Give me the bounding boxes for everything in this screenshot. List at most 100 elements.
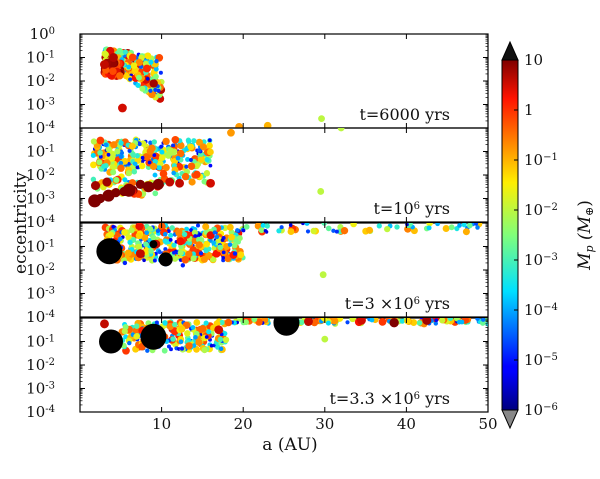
data-point <box>176 149 185 158</box>
data-point <box>142 258 146 263</box>
data-point <box>212 230 217 235</box>
data-point <box>350 223 357 228</box>
data-point <box>319 271 327 279</box>
data-point <box>168 232 174 238</box>
data-point <box>325 225 332 232</box>
data-point <box>228 229 235 236</box>
data-point <box>457 223 462 228</box>
time-label-part: t=3.3 ×10 <box>330 389 414 408</box>
planet-point <box>158 252 173 267</box>
data-point <box>220 238 225 242</box>
data-point <box>186 139 192 145</box>
panel-2: 10-110-210-310-4t=106 yrs <box>26 127 489 231</box>
data-point <box>175 229 183 237</box>
data-point <box>158 154 166 161</box>
data-point <box>144 230 150 236</box>
data-point <box>241 228 246 233</box>
data-point <box>439 318 446 324</box>
colorbar-tick-label-part: 10 <box>524 301 543 319</box>
data-point <box>185 250 193 258</box>
data-point <box>127 340 132 346</box>
y-tick-label-part: 10 <box>26 119 45 137</box>
data-point <box>279 225 284 230</box>
data-point <box>143 64 151 73</box>
time-label-part: t=6000 yrs <box>359 105 450 124</box>
y-tick-label-part: -4 <box>45 214 55 225</box>
data-point <box>175 155 181 161</box>
data-point <box>185 157 190 162</box>
data-point <box>117 164 125 172</box>
data-point <box>116 72 124 80</box>
data-point <box>153 87 158 92</box>
data-point <box>156 88 161 93</box>
data-point <box>181 256 190 264</box>
data-point <box>166 150 173 157</box>
y-tick-label-part: 10 <box>26 238 45 256</box>
data-point <box>422 318 432 325</box>
data-point <box>243 319 249 326</box>
y-tick-label-part: -1 <box>45 143 55 154</box>
data-point <box>187 143 195 151</box>
y-tick-label: 10-3 <box>26 285 55 303</box>
data-point <box>152 158 158 165</box>
data-point <box>113 177 120 183</box>
data-point <box>135 232 143 240</box>
data-point <box>171 143 176 148</box>
data-point <box>143 241 149 248</box>
data-point <box>133 323 140 329</box>
data-point <box>155 228 161 234</box>
data-point <box>128 142 136 150</box>
data-point <box>206 329 212 335</box>
data-point <box>168 238 173 242</box>
data-point <box>157 160 164 167</box>
data-point <box>321 335 329 343</box>
data-point <box>227 128 235 137</box>
y-tick-label-part: 10 <box>26 213 45 231</box>
data-point <box>195 223 201 228</box>
data-point <box>150 162 158 171</box>
data-point <box>331 228 336 233</box>
time-label-part: 6 <box>414 201 420 212</box>
data-point <box>133 333 140 340</box>
y-tick-label-part: 10 <box>26 380 45 398</box>
data-point <box>226 223 234 231</box>
data-point <box>349 318 357 323</box>
data-point <box>178 339 184 345</box>
data-point <box>203 170 211 177</box>
data-point <box>263 228 268 233</box>
data-point <box>211 240 217 246</box>
planet-point <box>152 178 164 190</box>
data-point <box>345 320 350 325</box>
data-point <box>208 238 213 243</box>
colorbar-label-text-part: ⊕ <box>583 207 596 216</box>
data-point <box>221 250 226 255</box>
data-point <box>177 141 185 150</box>
data-point <box>180 263 186 268</box>
data-point <box>325 320 331 326</box>
data-point <box>128 53 137 62</box>
y-tick-label-part: 10 <box>26 166 45 184</box>
data-point <box>97 149 103 156</box>
y-tick-label-part: -2 <box>45 262 55 273</box>
data-point <box>130 62 138 69</box>
data-point <box>90 138 97 145</box>
data-point <box>171 242 177 248</box>
data-point <box>145 348 150 353</box>
data-point <box>222 336 230 343</box>
y-tick-label: 10-2 <box>26 261 55 279</box>
y-tick-label: 10-3 <box>26 380 55 398</box>
data-point <box>100 319 109 329</box>
data-point <box>190 255 197 262</box>
data-point <box>163 247 168 252</box>
data-point <box>199 143 208 151</box>
data-point <box>204 335 209 339</box>
data-point <box>125 170 132 177</box>
data-point <box>127 148 132 153</box>
data-point <box>193 319 201 326</box>
data-point <box>197 155 205 163</box>
data-point <box>181 231 188 238</box>
data-point <box>197 148 202 153</box>
data-point <box>222 331 228 337</box>
data-point <box>135 82 141 88</box>
y-tick-label-part: -1 <box>45 49 55 60</box>
